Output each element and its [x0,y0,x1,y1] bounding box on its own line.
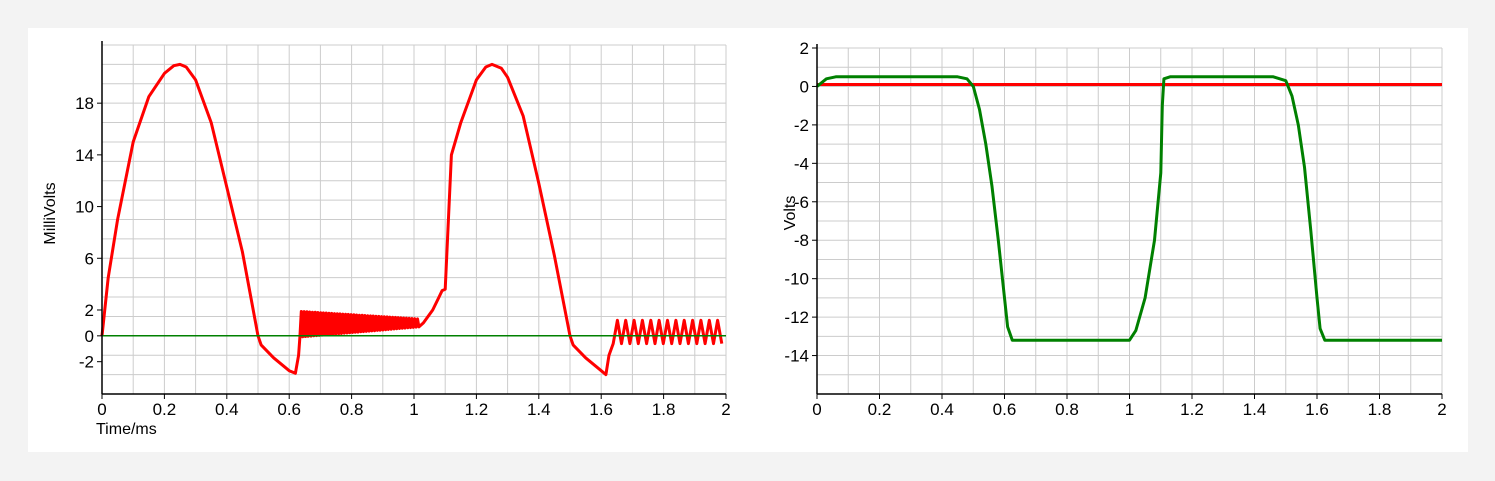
millivolts-chart: 0 0.2 0.4 0.6 0.8 1 1.2 1.4 1.6 1.8 2 -2 0 2 6 10 14 18 Ti… [28,28,768,452]
x-tick-label: 0.8 [340,400,364,419]
x-tick-label: 2 [721,400,730,419]
y-tick-label: -2 [79,353,94,372]
x-tick-label: 1.6 [589,400,613,419]
x-tick-label: 0.8 [1055,400,1079,419]
y-tick-label: -10 [784,270,809,289]
y-tick-label: -2 [794,116,809,135]
y-axis-label: MilliVolts [42,182,59,244]
x-tick-label: 1.4 [527,400,551,419]
y-tick-label: 10 [75,198,94,217]
x-tick-label: 1.2 [465,400,489,419]
x-tick-label: 0.6 [993,400,1017,419]
x-tick-label: 1 [1125,400,1134,419]
figure-card: 0 0.2 0.4 0.6 0.8 1 1.2 1.4 1.6 1.8 2 -2 0 2 6 10 14 18 Ti… [28,28,1468,452]
x-tick-label: 0 [97,400,106,419]
x-tick-label: 0.4 [215,400,239,419]
y-tick-label: 0 [800,77,809,96]
x-tick-label: 0.6 [277,400,301,419]
y-tick-label: -12 [784,308,809,327]
y-tick-label: -8 [794,231,809,250]
y-axis-label: Volts [782,196,799,231]
x-tick-label: 0.4 [930,400,954,419]
x-tick-label: 0.2 [868,400,892,419]
x-tick-label: 1.8 [1368,400,1392,419]
y-tick-label: 14 [75,146,94,165]
x-tick-label: 1.8 [652,400,676,419]
y-tick-label: 2 [85,301,94,320]
x-tick-label: 1 [409,400,418,419]
x-tick-label: 1.4 [1243,400,1267,419]
x-tick-label: 1.2 [1180,400,1204,419]
y-tick-label: 2 [800,39,809,58]
y-tick-label: -14 [784,347,809,366]
y-tick-label: 0 [85,327,94,346]
volts-chart: 0 0.2 0.4 0.6 0.8 1 1.2 1.4 1.6 1.8 220-2-4-6-8-10… [768,28,1468,452]
y-tick-label: 18 [75,94,94,113]
x-tick-label: 0.2 [153,400,177,419]
x-axis-label: Time/ms [96,421,157,438]
y-tick-label: 6 [85,249,94,268]
x-tick-label: 2 [1437,400,1446,419]
y-tick-label: -4 [794,154,809,173]
x-tick-label: 1.6 [1305,400,1329,419]
x-tick-label: 0 [812,400,821,419]
